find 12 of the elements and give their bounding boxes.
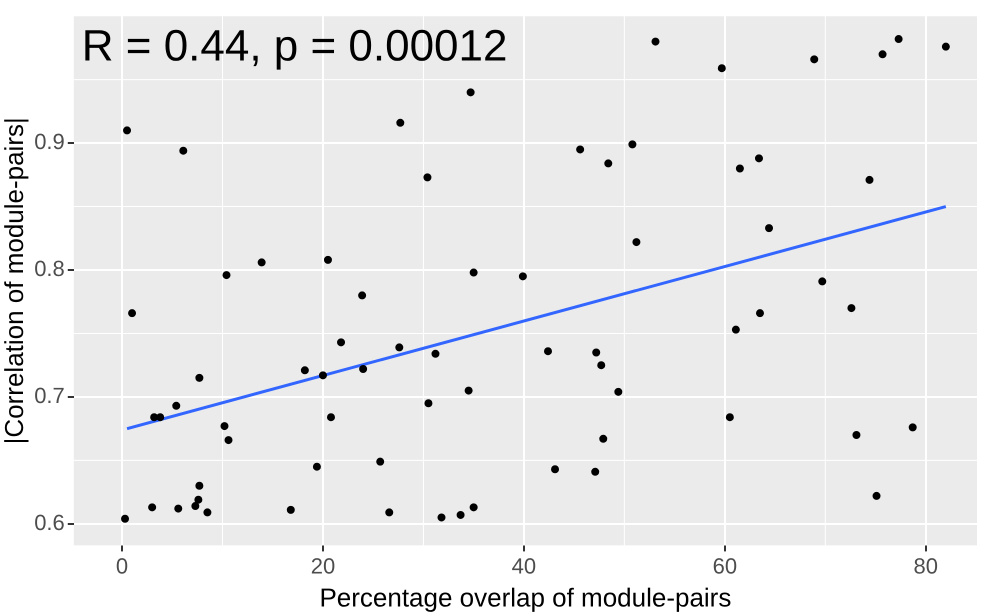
y-tick-label: 0.6 — [34, 510, 65, 535]
x-tick-label: 80 — [914, 554, 938, 579]
y-axis-title: |Correlation of module-pairs| — [0, 117, 29, 444]
y-tick-label: 0.7 — [34, 382, 65, 408]
y-tick-label: 0.8 — [34, 256, 65, 282]
annotation: R = 0.44, p = 0.00012 — [82, 21, 508, 70]
x-tick-label: 0 — [116, 554, 128, 579]
x-tick-label: 60 — [712, 554, 738, 579]
x-axis-title: Percentage overlap of module-pairs — [319, 582, 732, 613]
x-tick-label: 40 — [512, 554, 536, 579]
x-tick-label: 20 — [310, 554, 336, 579]
y-tick-label: 0.9 — [34, 129, 65, 154]
